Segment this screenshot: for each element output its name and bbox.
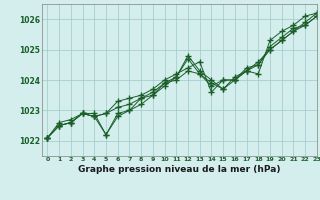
X-axis label: Graphe pression niveau de la mer (hPa): Graphe pression niveau de la mer (hPa) <box>78 165 280 174</box>
